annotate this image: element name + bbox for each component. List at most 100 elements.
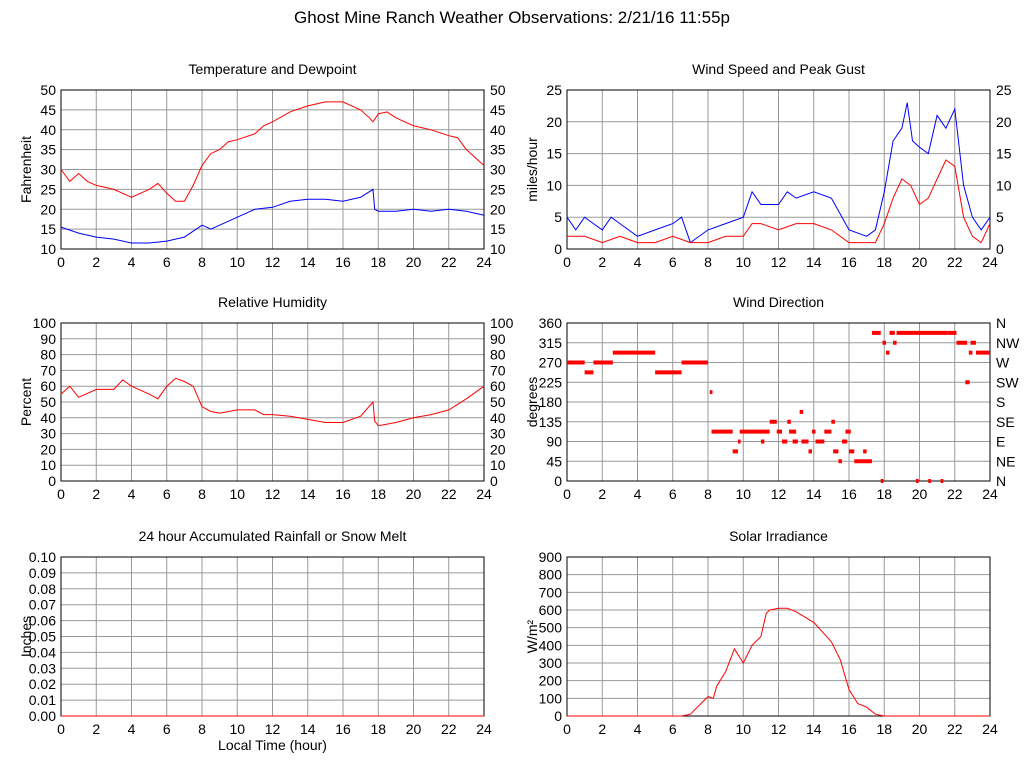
- chart-panel-4: 24 hour Accumulated Rainfall or Snow Mel…: [18, 528, 492, 753]
- y-right-tick-label: NW: [996, 335, 1020, 351]
- x-tick-label: 24: [476, 254, 492, 270]
- y-tick-label: 500: [539, 620, 563, 636]
- y-tick-label: 0: [554, 708, 562, 724]
- series-line-wind-speed: [567, 159, 991, 244]
- series-line-solar-irradiance: [567, 607, 990, 717]
- y-tick-label: 0: [554, 241, 562, 257]
- x-tick-label: 18: [876, 721, 892, 737]
- x-tick-label: 18: [876, 486, 892, 502]
- y-tick-label: 25: [546, 82, 562, 98]
- y-tick-label: 40: [40, 410, 56, 426]
- x-tick-label: 8: [198, 254, 206, 270]
- y-right-tick-label: 10: [490, 457, 506, 473]
- y-tick-label: 0.08: [29, 581, 56, 597]
- y-right-tick-label: 5: [996, 209, 1004, 225]
- y-tick-label: 90: [546, 434, 562, 450]
- chart-panel-0: Temperature and Dewpoint1015202530354045…: [18, 61, 506, 270]
- x-tick-label: 10: [229, 254, 245, 270]
- x-tick-label: 6: [163, 486, 171, 502]
- y-right-tick-label: N: [996, 473, 1006, 489]
- chart-title: Wind Speed and Peak Gust: [692, 61, 865, 77]
- x-tick-label: 18: [370, 254, 386, 270]
- y-tick-label: 15: [40, 221, 56, 237]
- x-tick-label: 24: [476, 486, 492, 502]
- y-tick-label: 5: [554, 209, 562, 225]
- y-right-tick-label: 20: [490, 441, 506, 457]
- y-tick-label: 0.10: [29, 549, 56, 565]
- y-tick-label: 50: [40, 82, 56, 98]
- y-tick-label: 45: [546, 453, 562, 469]
- x-tick-label: 8: [198, 486, 206, 502]
- x-tick-label: 6: [163, 721, 171, 737]
- y-tick-label: 20: [40, 441, 56, 457]
- y-tick-label: 35: [40, 142, 56, 158]
- x-tick-label: 22: [947, 486, 963, 502]
- x-tick-label: 18: [370, 486, 386, 502]
- y-tick-label: 135: [539, 414, 563, 430]
- y-right-tick-label: NE: [996, 453, 1015, 469]
- y-right-tick-label: SW: [996, 374, 1019, 390]
- plot-frame: [566, 556, 991, 717]
- plot-frame: [566, 89, 991, 250]
- y-tick-label: 315: [539, 335, 563, 351]
- x-tick-label: 8: [704, 721, 712, 737]
- x-tick-label: 4: [128, 254, 136, 270]
- x-tick-label: 16: [841, 254, 857, 270]
- x-tick-label: 2: [598, 486, 606, 502]
- x-tick-label: 24: [982, 254, 998, 270]
- x-tick-label: 6: [163, 254, 171, 270]
- x-tick-label: 16: [841, 721, 857, 737]
- y-right-tick-label: 60: [490, 378, 506, 394]
- x-tick-label: 20: [406, 486, 422, 502]
- x-tick-label: 14: [300, 721, 316, 737]
- y-tick-label: 10: [40, 241, 56, 257]
- x-tick-label: 6: [669, 721, 677, 737]
- y-tick-label: 180: [539, 394, 563, 410]
- y-right-tick-label: 30: [490, 162, 506, 178]
- x-tick-label: 16: [841, 486, 857, 502]
- x-tick-label: 12: [771, 721, 787, 737]
- y-right-tick-label: 10: [996, 177, 1012, 193]
- y-right-tick-label: S: [996, 394, 1005, 410]
- chart-title: Relative Humidity: [218, 294, 327, 310]
- y-right-tick-label: SE: [996, 414, 1015, 430]
- x-tick-label: 0: [563, 486, 571, 502]
- x-tick-label: 16: [335, 486, 351, 502]
- x-tick-label: 8: [198, 721, 206, 737]
- x-tick-label: 2: [92, 486, 100, 502]
- y-right-tick-label: 25: [490, 181, 506, 197]
- y-right-tick-label: 0: [490, 473, 498, 489]
- y-tick-label: 100: [33, 315, 57, 331]
- x-tick-label: 0: [57, 254, 65, 270]
- chart-title: Solar Irradiance: [729, 528, 828, 544]
- y-tick-label: 0.02: [29, 676, 56, 692]
- x-tick-label: 10: [229, 486, 245, 502]
- x-tick-label: 24: [476, 721, 492, 737]
- y-tick-label: 30: [40, 426, 56, 442]
- y-tick-label: 20: [40, 201, 56, 217]
- x-tick-label: 2: [598, 254, 606, 270]
- y-tick-label: 60: [40, 378, 56, 394]
- y-tick-label: 600: [539, 602, 563, 618]
- y-right-tick-label: 10: [490, 241, 506, 257]
- x-tick-label: 12: [265, 486, 281, 502]
- y-axis-label: W/m²: [524, 619, 540, 653]
- y-tick-label: 25: [40, 181, 56, 197]
- y-right-tick-label: E: [996, 434, 1005, 450]
- x-tick-label: 12: [771, 254, 787, 270]
- x-tick-label: 12: [771, 486, 787, 502]
- x-tick-label: 4: [128, 721, 136, 737]
- plot-frame: [60, 322, 485, 482]
- x-tick-label: 22: [947, 254, 963, 270]
- y-tick-label: 360: [539, 315, 563, 331]
- x-tick-label: 6: [669, 254, 677, 270]
- y-tick-label: 225: [539, 374, 563, 390]
- series-line-relative-humidity: [60, 377, 485, 427]
- y-tick-label: 30: [40, 162, 56, 178]
- y-tick-label: 0.05: [29, 629, 56, 645]
- plot-frame: [566, 322, 991, 482]
- x-tick-label: 4: [634, 486, 642, 502]
- chart-panel-5: Solar Irradiance010020030040050060070080…: [524, 528, 998, 737]
- x-tick-label: 8: [704, 254, 712, 270]
